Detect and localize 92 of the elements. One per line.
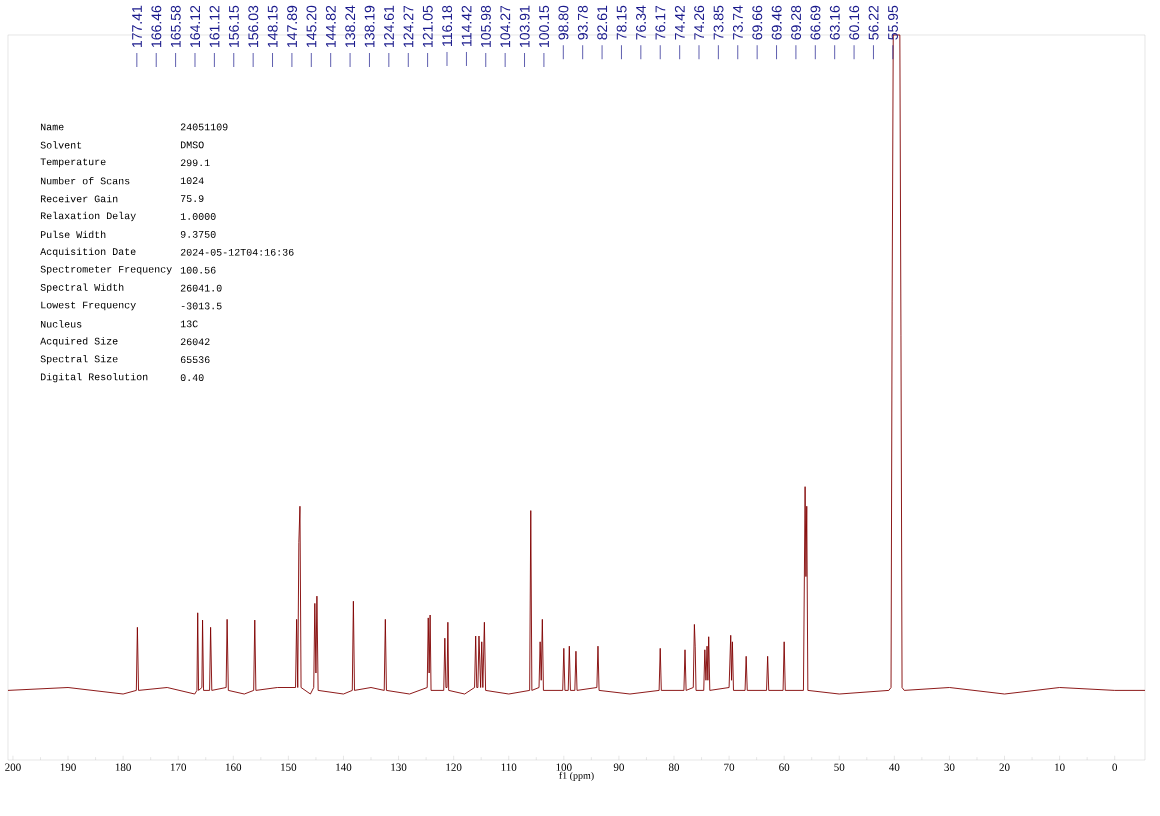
annotation: 13C — [180, 320, 198, 328]
x-tick-label: 50 — [834, 763, 845, 771]
annotation: 26042 — [180, 338, 210, 346]
x-tick-label: 80 — [668, 763, 680, 771]
x-tick-label: 100 — [556, 763, 572, 771]
annotation: 63.16 — [829, 5, 840, 40]
annotation: 76.34 — [636, 5, 646, 40]
annotation: Receiver Gain — [40, 194, 118, 203]
annotation: 147.89 — [287, 5, 298, 47]
annotation: 100.15 — [539, 5, 550, 47]
annotation: Lowest Frequency — [41, 301, 136, 311]
annotation: Solvent — [40, 141, 82, 149]
annotation: Nucleus — [40, 320, 82, 328]
annotation: 65536 — [180, 356, 210, 364]
annotation: Spectral Width — [40, 283, 124, 293]
x-tick-label: 40 — [889, 763, 900, 771]
x-tick-label: 140 — [336, 763, 352, 771]
annotation: 104.27 — [500, 5, 511, 47]
x-tick-label: 180 — [115, 763, 131, 771]
annotation: 56.22 — [868, 5, 879, 40]
annotation: 148.15 — [267, 5, 278, 47]
x-tick-label: 170 — [170, 763, 187, 771]
annotation: 69.28 — [791, 5, 802, 40]
annotation: 164.12 — [190, 5, 201, 47]
annotation: 2024-05-12T04:16:36 — [180, 248, 294, 256]
annotation: 144.82 — [325, 5, 336, 47]
annotation: 114.42 — [461, 5, 472, 46]
annotation: 74.26 — [694, 5, 705, 40]
x-tick-label: 20 — [999, 763, 1010, 771]
annotation: Number of Scans — [40, 177, 130, 185]
annotation: 24051109 — [180, 123, 228, 131]
annotation: 55.95 — [888, 5, 898, 40]
annotation: 93.78 — [577, 5, 588, 40]
x-tick-label: 0 — [1112, 763, 1118, 771]
x-tick-label: 30 — [944, 763, 955, 771]
annotation: 124.27 — [403, 5, 414, 47]
annotation: 1.0000 — [180, 213, 216, 220]
annotation: Acquisition Date — [40, 247, 136, 257]
x-tick-label: 90 — [613, 763, 624, 771]
annotation: 138.19 — [364, 5, 375, 47]
x-tick-label: 190 — [60, 763, 76, 771]
annotation: 177.41 — [132, 5, 142, 47]
annotation: 138.24 — [345, 5, 356, 47]
annotation: 165.58 — [170, 5, 181, 47]
annotation: 78.15 — [616, 5, 627, 40]
x-tick-label: 60 — [779, 763, 790, 771]
annotation: 161.12 — [209, 5, 220, 47]
x-tick-label: 110 — [501, 763, 517, 771]
annotation: 124.61 — [384, 5, 394, 47]
x-tick-label: 150 — [281, 763, 297, 771]
annotation: 156.15 — [228, 5, 239, 47]
annotation: 76.17 — [655, 5, 666, 40]
annotation: DMSO — [180, 141, 204, 149]
annotation: 166.46 — [151, 5, 162, 47]
x-tick-label: 130 — [391, 763, 407, 771]
annotation: 60.16 — [849, 5, 860, 40]
annotation: 69.66 — [752, 5, 763, 40]
annotation: 116.18 — [442, 5, 453, 46]
annotation: Spectral Size — [40, 355, 118, 365]
annotation: 121.05 — [422, 5, 433, 47]
x-tick-label: 70 — [724, 763, 735, 771]
annotation: 74.42 — [674, 5, 685, 40]
annotation: 299.1 — [180, 159, 210, 167]
x-tick-label: 10 — [1055, 763, 1065, 771]
annotation: 9.3750 — [180, 231, 216, 238]
annotation: 145.20 — [306, 5, 317, 47]
x-tick-label: 200 — [5, 763, 21, 771]
annotation: 1024 — [180, 177, 204, 185]
annotation: 82.61 — [597, 5, 608, 40]
annotation: Name — [40, 123, 64, 131]
annotation: 75.9 — [180, 195, 204, 202]
annotation: 98.80 — [558, 5, 569, 40]
annotation: 0.40 — [180, 374, 204, 381]
annotation: 156.03 — [248, 5, 259, 47]
annotation: 69.46 — [771, 5, 782, 40]
annotation: 26041.0 — [180, 284, 222, 292]
x-tick-label: 160 — [226, 763, 242, 771]
annotation: 66.69 — [810, 5, 821, 40]
annotation: Acquired Size — [40, 337, 118, 347]
annotation: Temperature — [40, 158, 106, 168]
annotation: 73.74 — [732, 5, 743, 40]
annotation: Digital Resolution — [40, 372, 148, 383]
x-tick-label: 120 — [446, 763, 462, 771]
annotation: Relaxation Delay — [40, 211, 136, 222]
annotation: 73.85 — [713, 5, 724, 40]
annotation: Pulse Width — [40, 230, 106, 239]
annotation: 105.98 — [480, 5, 491, 47]
annotation: -3013.5 — [181, 302, 222, 310]
x-axis-title: f1 (ppm) — [559, 771, 594, 781]
annotation: 103.91 — [519, 5, 530, 47]
annotation: 100.56 — [180, 266, 216, 274]
annotation: Spectrometer Frequency — [40, 265, 172, 275]
